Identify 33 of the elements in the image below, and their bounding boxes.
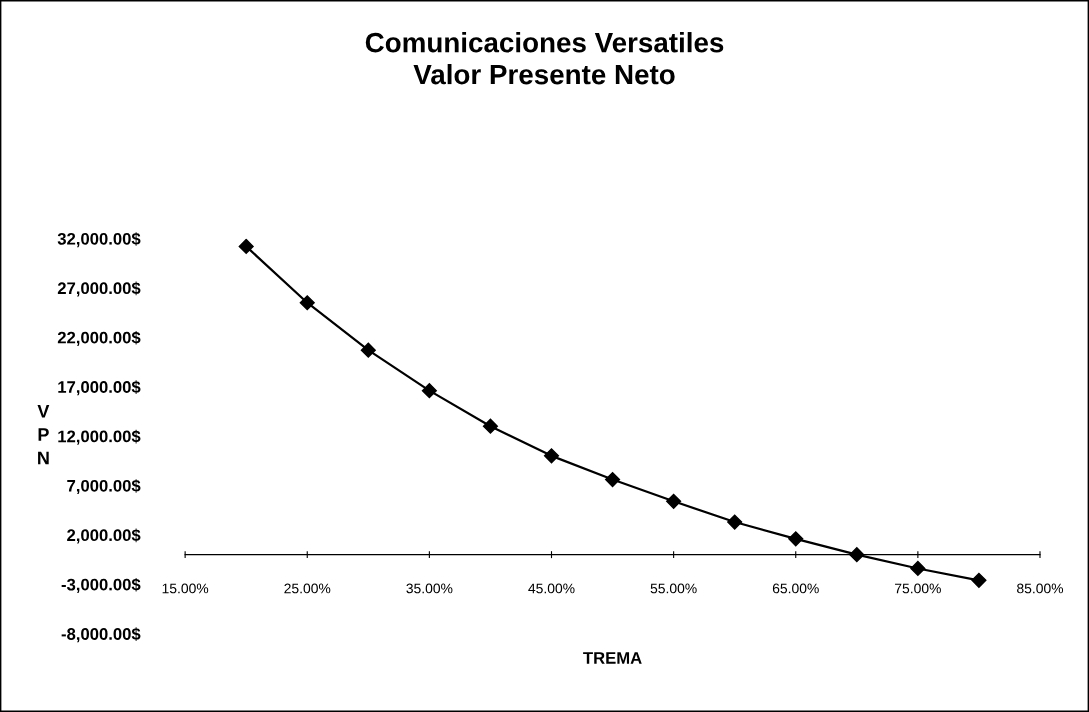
y-tick-label: -3,000.00$ [61,577,141,593]
y-axis-title: V P N [37,404,50,465]
point [971,572,987,588]
x-tick-label: 65.00% [772,583,819,594]
y-tick-label: 2,000.00$ [67,528,141,544]
x-tick-label: 15.00% [162,583,209,594]
point [421,383,437,399]
x-tick-label: 35.00% [406,583,453,594]
y-tick-label: -8,000.00$ [61,627,141,643]
point [666,493,682,509]
point [849,547,865,563]
point [360,342,376,358]
chart-title: Comunicaciones Versatiles Valor Presente Neto [365,32,724,85]
y-tick-label: 32,000.00$ [57,232,141,248]
point [727,514,743,530]
x-tick-label: 25.00% [284,583,331,594]
point [482,418,499,434]
x-tick-label: 55.00% [650,583,697,594]
x-tick-label: 85.00% [1017,583,1064,594]
y-tick-label: 12,000.00$ [58,429,141,445]
point [238,238,254,254]
y-tick-label: 22,000.00$ [57,330,141,346]
point [299,295,315,311]
point [910,560,926,577]
x-tick-label: 75.00% [895,583,941,594]
point [604,471,621,488]
point [788,531,804,547]
y-tick-label: 7,000.00$ [67,479,141,495]
x-axis-title: TREMA [583,652,642,664]
x-tick-label: 45.00% [528,583,575,594]
y-tick-label: 17,000.00$ [58,380,141,396]
point [543,448,560,464]
y-tick-label: 27,000.00$ [57,281,141,297]
